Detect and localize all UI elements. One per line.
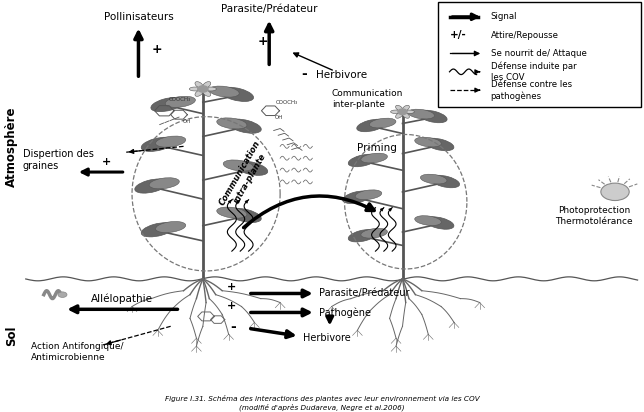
Ellipse shape: [395, 105, 402, 111]
Ellipse shape: [408, 109, 435, 119]
Text: Sol: Sol: [5, 326, 18, 346]
Ellipse shape: [343, 191, 372, 204]
Ellipse shape: [156, 136, 185, 147]
Ellipse shape: [391, 110, 401, 114]
Text: OH: OH: [182, 119, 191, 124]
Ellipse shape: [361, 228, 388, 238]
Ellipse shape: [415, 137, 441, 147]
Text: Figure I.31. Schéma des interactions des plantes avec leur environnement via les: Figure I.31. Schéma des interactions des…: [165, 395, 479, 411]
Text: Parasite/Prédateur: Parasite/Prédateur: [319, 288, 410, 298]
Text: Défense induite par
les COV: Défense induite par les COV: [491, 61, 576, 82]
Text: Photoprotection
Thermotolérance: Photoprotection Thermotolérance: [555, 206, 632, 226]
Ellipse shape: [395, 112, 402, 118]
Circle shape: [198, 86, 208, 92]
Ellipse shape: [195, 90, 203, 96]
Text: +: +: [227, 282, 236, 292]
Ellipse shape: [348, 154, 377, 167]
Circle shape: [58, 292, 67, 297]
Ellipse shape: [348, 229, 377, 242]
Text: Atmosphère: Atmosphère: [5, 106, 18, 187]
Text: Communication
inter-plante: Communication inter-plante: [332, 89, 403, 109]
Text: Allélopathie: Allélopathie: [91, 293, 153, 304]
Ellipse shape: [135, 179, 168, 193]
Text: Signal: Signal: [491, 12, 517, 21]
Ellipse shape: [220, 87, 254, 101]
Text: OH: OH: [274, 115, 283, 120]
Text: Herbivore: Herbivore: [316, 70, 366, 80]
Ellipse shape: [418, 110, 447, 123]
Ellipse shape: [370, 118, 396, 128]
Text: +: +: [227, 301, 236, 311]
Ellipse shape: [355, 190, 382, 200]
Ellipse shape: [156, 222, 185, 232]
Text: COOCH₃: COOCH₃: [169, 97, 191, 102]
Ellipse shape: [195, 82, 203, 88]
Text: Dispertion des
graines: Dispertion des graines: [23, 149, 93, 171]
Text: Action Antifongique/
Antimicrobienne: Action Antifongique/ Antimicrobienne: [31, 342, 124, 362]
Ellipse shape: [141, 137, 175, 152]
Text: Herbivore: Herbivore: [303, 333, 350, 343]
Ellipse shape: [425, 217, 454, 229]
Ellipse shape: [425, 138, 454, 151]
Text: +/-: +/-: [450, 30, 466, 40]
Ellipse shape: [141, 223, 175, 237]
Ellipse shape: [209, 86, 239, 97]
FancyBboxPatch shape: [438, 2, 641, 107]
Text: Attire/Repousse: Attire/Repousse: [491, 30, 559, 40]
Ellipse shape: [361, 153, 388, 163]
Ellipse shape: [189, 87, 201, 91]
Text: COOCH₃: COOCH₃: [276, 100, 298, 105]
Text: Priming: Priming: [357, 143, 397, 153]
Text: Pathogène: Pathogène: [319, 307, 371, 318]
Text: Communication
intra-plante: Communication intra-plante: [218, 139, 272, 213]
Ellipse shape: [203, 90, 211, 96]
Ellipse shape: [151, 98, 184, 112]
Text: +: +: [151, 43, 162, 56]
Text: +: +: [258, 35, 268, 48]
Circle shape: [601, 183, 629, 201]
Text: -: -: [231, 321, 236, 335]
Ellipse shape: [217, 207, 247, 218]
Circle shape: [398, 109, 407, 115]
Ellipse shape: [421, 174, 447, 184]
Ellipse shape: [234, 161, 268, 176]
Text: Pollinisateurs: Pollinisateurs: [104, 12, 173, 22]
Ellipse shape: [415, 216, 441, 225]
Ellipse shape: [404, 110, 414, 114]
Ellipse shape: [228, 208, 261, 222]
Ellipse shape: [203, 82, 211, 88]
Text: +: +: [102, 157, 111, 167]
Text: Défense contre les
pathogènes: Défense contre les pathogènes: [491, 80, 572, 101]
Ellipse shape: [228, 119, 261, 133]
Ellipse shape: [223, 160, 253, 171]
Ellipse shape: [357, 119, 386, 132]
Ellipse shape: [205, 87, 216, 91]
Ellipse shape: [149, 178, 179, 189]
Text: -: -: [301, 67, 307, 81]
Ellipse shape: [166, 96, 195, 108]
Text: Se nourrit de/ Attaque: Se nourrit de/ Attaque: [491, 49, 587, 58]
Ellipse shape: [430, 175, 460, 188]
Text: Parasite/Prédateur: Parasite/Prédateur: [221, 4, 317, 14]
Ellipse shape: [402, 112, 410, 118]
Ellipse shape: [217, 118, 247, 129]
Ellipse shape: [402, 105, 410, 111]
